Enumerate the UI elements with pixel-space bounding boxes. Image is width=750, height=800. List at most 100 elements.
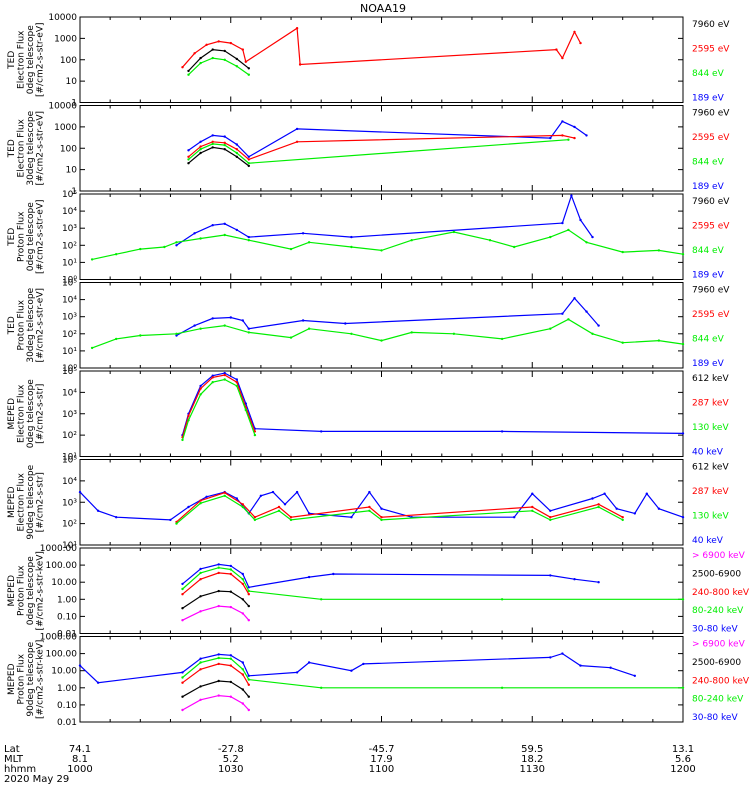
- x-tick-hhmm: 1100: [369, 764, 394, 775]
- data-point: [235, 57, 238, 61]
- legend-entry: 130 keV: [692, 512, 729, 522]
- data-point: [223, 135, 226, 138]
- data-point: [193, 324, 196, 327]
- data-point: [247, 695, 250, 698]
- data-point: [199, 145, 202, 148]
- series-line: [176, 297, 600, 337]
- data-point: [223, 494, 226, 497]
- series-line: [181, 378, 256, 441]
- data-point: [500, 686, 504, 689]
- data-point: [570, 194, 573, 197]
- x-tick-hhmm: 1200: [670, 764, 695, 775]
- data-point: [597, 324, 600, 327]
- data-point: [115, 253, 118, 256]
- data-point: [199, 384, 202, 388]
- figure-title: NOAA19: [360, 2, 406, 15]
- y-tick-label: 10²: [62, 431, 77, 441]
- x-tick-mlt: 8.1: [72, 754, 88, 765]
- data-point: [615, 507, 618, 510]
- data-point: [181, 681, 184, 684]
- data-point: [199, 698, 202, 701]
- x-tick-lat: -45.7: [369, 744, 395, 755]
- data-point: [241, 702, 244, 705]
- data-point: [241, 668, 244, 671]
- data-point: [211, 142, 214, 146]
- data-point: [247, 678, 250, 681]
- y-tick-label: 10⁴: [62, 296, 77, 306]
- data-point: [573, 125, 576, 129]
- data-point: [96, 681, 100, 684]
- data-point: [344, 322, 347, 325]
- series-line: [79, 652, 635, 684]
- data-point: [567, 228, 570, 232]
- data-point: [187, 419, 190, 422]
- data-point: [199, 327, 202, 330]
- y-tick-label: 10⁴: [62, 207, 77, 217]
- data-point: [211, 224, 214, 227]
- series-line: [182, 694, 250, 711]
- y-axis-label: MEPEDProton Flux90deg telescope[#/cm2-s-…: [7, 640, 46, 719]
- data-point: [175, 334, 178, 337]
- legend-entry: 40 keV: [692, 536, 724, 546]
- data-point: [681, 432, 685, 435]
- x-tick-lat: -27.8: [218, 744, 244, 755]
- data-point: [247, 162, 250, 165]
- data-point: [247, 708, 250, 712]
- legend-entry: 80-240 keV: [692, 606, 744, 616]
- data-point: [235, 148, 238, 151]
- data-point: [247, 586, 250, 589]
- data-point: [549, 327, 552, 330]
- legend-entry: > 6900 keV: [692, 551, 746, 561]
- data-point: [368, 509, 371, 512]
- data-point: [187, 162, 190, 165]
- data-point: [235, 384, 238, 388]
- data-point: [298, 63, 302, 66]
- data-point: [217, 604, 220, 608]
- data-point: [175, 332, 178, 335]
- data-point: [217, 571, 220, 575]
- data-point: [295, 127, 299, 131]
- data-point: [223, 324, 226, 327]
- y-tick-label: 10⁴: [62, 477, 77, 487]
- series-line: [182, 663, 250, 686]
- data-point: [211, 140, 214, 143]
- legend-entry: 189 eV: [692, 359, 725, 369]
- series-line: [182, 605, 250, 621]
- data-point: [199, 56, 202, 60]
- data-point: [531, 509, 534, 512]
- data-point: [549, 136, 552, 140]
- data-point: [609, 666, 612, 669]
- data-point: [561, 221, 564, 225]
- panel-frame: [79, 105, 684, 192]
- data-point: [229, 680, 232, 684]
- data-point: [223, 49, 226, 53]
- x-tick-mlt: 5.6: [675, 754, 691, 765]
- data-point: [585, 310, 588, 313]
- data-point: [241, 688, 244, 691]
- legend-entry: 240-800 keV: [692, 588, 750, 598]
- data-point: [223, 143, 226, 147]
- series-line: [188, 139, 569, 164]
- legend-entry: 7960 eV: [692, 109, 730, 119]
- data-point: [205, 43, 208, 46]
- data-point: [193, 52, 196, 55]
- data-point: [175, 244, 178, 247]
- x-tick-hhmm: 1130: [520, 764, 545, 775]
- data-point: [657, 339, 661, 342]
- data-point: [621, 516, 624, 519]
- series-line: [176, 193, 593, 246]
- data-point: [187, 69, 190, 73]
- y-tick-label: 10¹: [62, 453, 77, 463]
- data-point: [139, 247, 142, 251]
- data-point: [217, 566, 220, 569]
- panel-8: 0.01 0.10 1.00 10.00 100.00 1000.00MEPEDProto…: [7, 633, 750, 729]
- data-point: [561, 312, 564, 315]
- data-point: [657, 507, 661, 510]
- data-point: [500, 337, 504, 341]
- y-tick-label: 10²: [62, 520, 77, 530]
- data-point: [513, 516, 516, 519]
- y-tick-label: 10¹: [62, 541, 77, 551]
- legend-entry: 240-800 keV: [692, 676, 750, 686]
- x-tick-mlt: 17.9: [370, 754, 392, 765]
